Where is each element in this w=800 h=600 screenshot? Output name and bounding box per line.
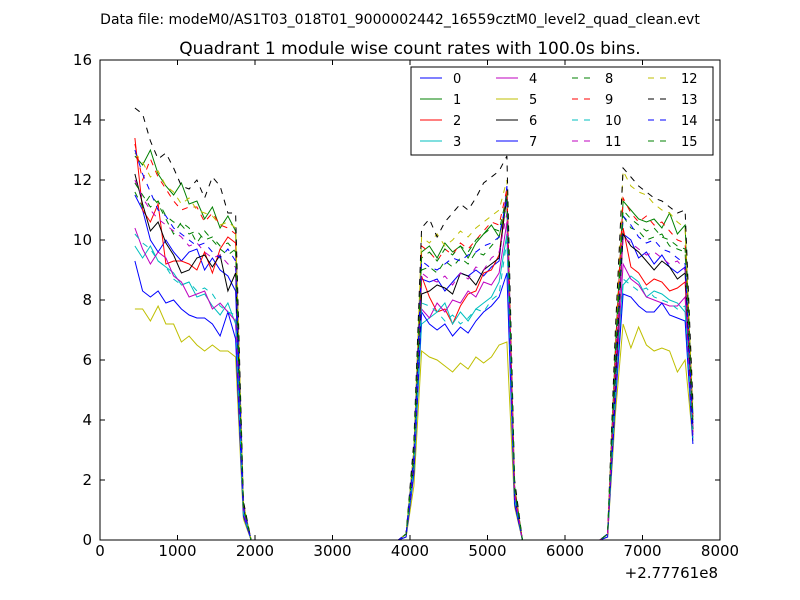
y-tick-label: 12 — [73, 171, 92, 189]
legend-label-10: 10 — [605, 114, 622, 129]
x-axis: 0 1000 2000 3000 4000 5000 6000 7000 8000 — [95, 60, 739, 560]
series-line-15 — [134, 182, 694, 541]
series-line-14 — [134, 149, 694, 541]
legend-label-15: 15 — [681, 135, 698, 150]
x-tick-label: 2000 — [236, 542, 274, 560]
x-tick-label: 8000 — [701, 542, 739, 560]
y-tick-label: 10 — [73, 231, 92, 249]
legend-label-14: 14 — [681, 114, 698, 129]
legend-label-3: 3 — [453, 135, 461, 150]
x-tick-label: 7000 — [623, 542, 661, 560]
legend-label-12: 12 — [681, 72, 698, 87]
legend-label-13: 13 — [681, 93, 698, 108]
legend-label-5: 5 — [529, 93, 537, 108]
x-tick-label: 6000 — [546, 542, 584, 560]
legend-frame — [410, 66, 714, 156]
x-axis-offset-label: +2.77761e8 — [625, 564, 718, 582]
legend-label-9: 9 — [605, 93, 613, 108]
y-tick-label: 4 — [82, 411, 92, 429]
x-tick-label: 3000 — [313, 542, 351, 560]
x-tick-label: 1000 — [158, 542, 196, 560]
y-tick-label: 2 — [82, 471, 92, 489]
x-tick-label: 4000 — [391, 542, 429, 560]
legend-label-2: 2 — [453, 114, 461, 129]
legend-label-8: 8 — [605, 72, 613, 87]
legend-label-6: 6 — [529, 114, 537, 129]
y-tick-label: 16 — [73, 51, 92, 69]
x-tick-label: 0 — [95, 542, 105, 560]
y-tick-label: 6 — [82, 351, 92, 369]
y-tick-label: 14 — [73, 111, 92, 129]
chart-title: Quadrant 1 module wise count rates with … — [179, 39, 640, 59]
legend-label-1: 1 — [453, 93, 461, 108]
legend-label-7: 7 — [529, 135, 537, 150]
y-tick-label: 8 — [82, 291, 92, 309]
x-tick-label: 5000 — [468, 542, 506, 560]
legend-label-4: 4 — [529, 72, 537, 87]
series-line-10 — [134, 233, 694, 541]
legend-label-11: 11 — [605, 135, 622, 150]
legend-label-0: 0 — [453, 72, 461, 87]
y-tick-label: 0 — [82, 531, 92, 549]
series-line-13 — [134, 107, 694, 541]
figure-suptitle: Data file: modeM0/AS1T03_018T01_90000024… — [100, 12, 700, 28]
